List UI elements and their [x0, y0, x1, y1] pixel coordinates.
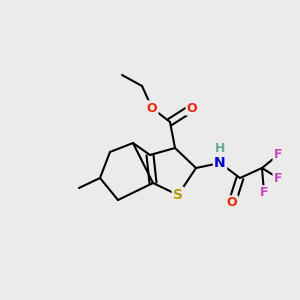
- Text: F: F: [274, 148, 282, 161]
- Text: F: F: [260, 187, 268, 200]
- Text: N: N: [214, 156, 226, 170]
- Text: O: O: [147, 101, 157, 115]
- Text: S: S: [173, 188, 183, 202]
- Text: F: F: [274, 172, 282, 184]
- Text: O: O: [227, 196, 237, 209]
- Text: H: H: [215, 142, 225, 154]
- Text: O: O: [187, 101, 197, 115]
